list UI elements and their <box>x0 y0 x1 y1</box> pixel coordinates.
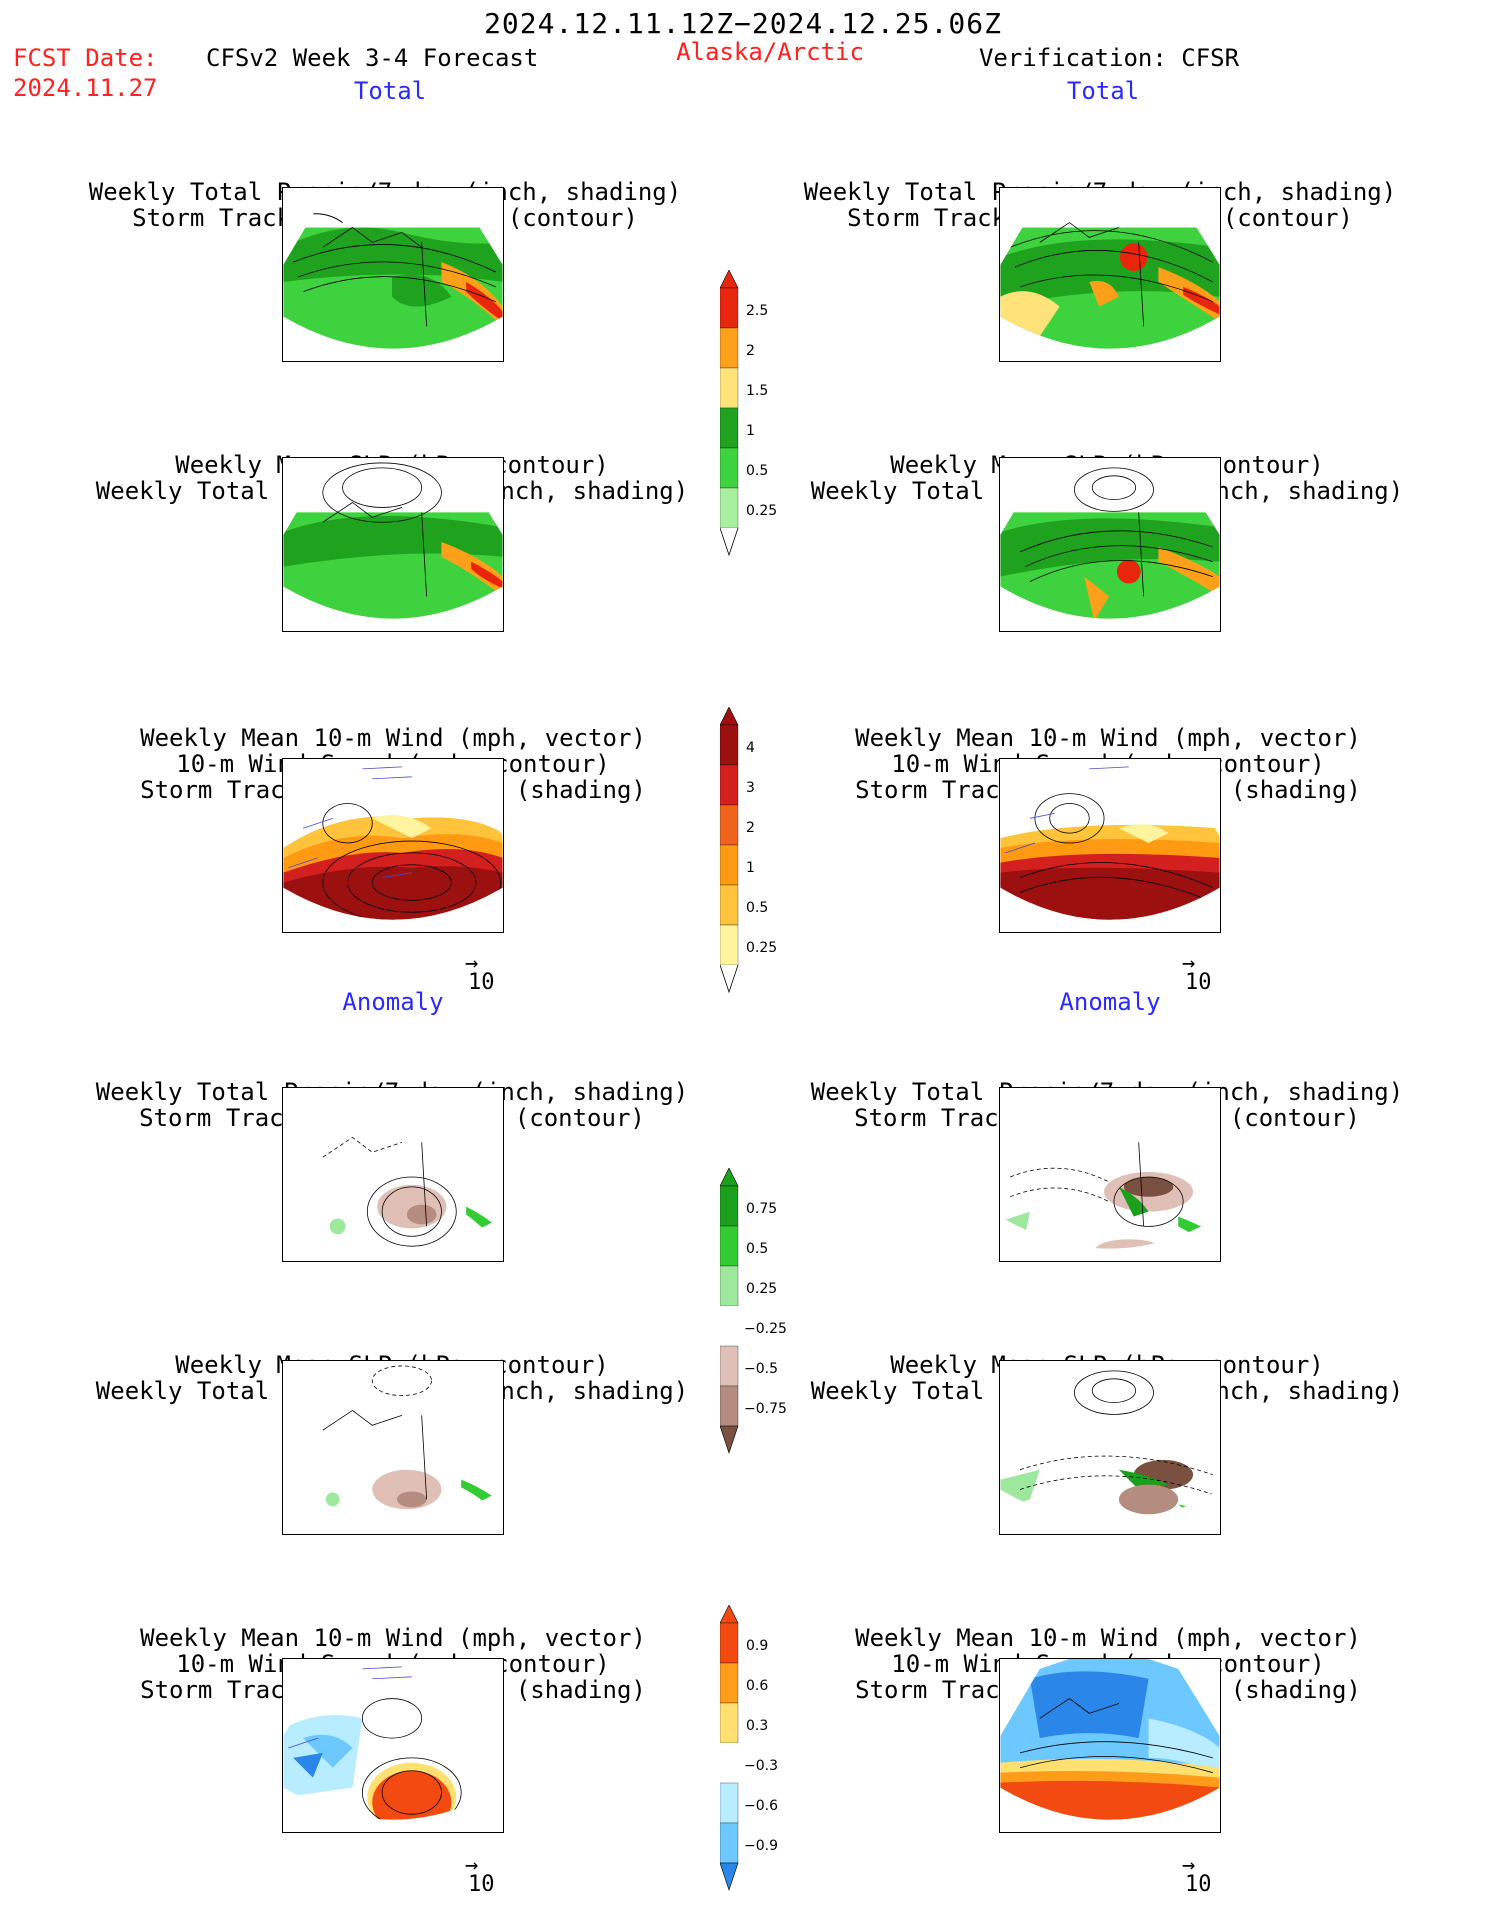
colorbar-precip-total-label-0: 2.5 <box>746 303 769 319</box>
colorbar-precip-total-label-2: 1.5 <box>746 383 769 399</box>
colorbar-storm-total-label-3: 1 <box>746 860 755 876</box>
map-verif-anom-wind-storm <box>999 1658 1221 1833</box>
map-fcst-total-wind-storm <box>282 758 504 933</box>
vector-scale-arrow-fcst-total: → <box>465 951 479 976</box>
map-fcst-anom-precip-storm <box>282 1087 504 1262</box>
colorbar-storm-anom-label-0: 0.9 <box>746 1638 769 1654</box>
map-fcst-total-precip-storm <box>282 187 504 362</box>
colorbar-precip-total-label-4: 0.5 <box>746 463 769 479</box>
region-label: Alaska/Arctic <box>676 38 864 66</box>
colorbar-precip-anom-label-4: −0.5 <box>744 1361 778 1377</box>
colorbar-storm-total-label-5: 0.25 <box>746 940 778 956</box>
model-title: CFSv2 Week 3-4 Forecast <box>206 44 539 72</box>
colorbar-storm-total-label-4: 0.5 <box>746 900 769 916</box>
colorbar-storm-anom <box>720 1605 739 1891</box>
section-total-right: Total <box>1066 77 1140 105</box>
colorbar-storm-total-label-1: 3 <box>746 780 755 796</box>
colorbar-storm-total-label-0: 4 <box>746 740 755 756</box>
map-fcst-anom-slp-precip <box>282 1360 504 1535</box>
vector-scale-arrow-verif-anom: → <box>1182 1853 1196 1878</box>
colorbar-storm-anom-label-2: 0.3 <box>746 1718 769 1734</box>
colorbar-storm-anom-label-1: 0.6 <box>746 1678 769 1694</box>
map-verif-total-precip-storm <box>999 187 1221 362</box>
colorbar-storm-anom-label-5: −0.9 <box>744 1838 778 1854</box>
section-anomaly-right: Anomaly <box>1059 988 1161 1016</box>
map-verif-anom-precip-storm <box>999 1087 1221 1262</box>
vector-scale-arrow-verif-total: → <box>1182 951 1196 976</box>
colorbar-precip-anom-label-3: −0.25 <box>744 1321 787 1337</box>
vector-scale-label-fcst-total: 10 <box>468 970 495 995</box>
colorbar-precip-total-label-3: 1 <box>746 423 755 439</box>
colorbar-precip-total-label-5: 0.25 <box>746 503 778 519</box>
colorbar-precip-anom-label-2: 0.25 <box>746 1281 778 1297</box>
colorbar-storm-anom-label-4: −0.6 <box>744 1798 778 1814</box>
fcst-date-label: FCST Date: <box>13 44 158 72</box>
map-fcst-total-slp-precip <box>282 457 504 632</box>
map-fcst-anom-wind-storm <box>282 1658 504 1833</box>
vector-scale-label-verif-total: 10 <box>1185 970 1212 995</box>
map-verif-anom-slp-precip <box>999 1360 1221 1535</box>
map-verif-total-wind-storm <box>999 758 1221 933</box>
vector-scale-arrow-fcst-anom: → <box>465 1853 479 1878</box>
colorbar-precip-anom-label-1: 0.5 <box>746 1241 769 1257</box>
map-verif-total-slp-precip <box>999 457 1221 632</box>
verification-label: Verification: CFSR <box>978 44 1240 72</box>
colorbar-precip-total <box>720 270 739 557</box>
colorbar-precip-anom-label-0: 0.75 <box>746 1201 778 1217</box>
vector-scale-label-fcst-anom: 10 <box>468 1872 495 1897</box>
colorbar-precip-anom <box>720 1168 739 1454</box>
section-total-left: Total <box>353 77 427 105</box>
section-anomaly-left: Anomaly <box>342 988 444 1016</box>
colorbar-precip-anom-label-5: −0.75 <box>744 1401 787 1417</box>
colorbar-storm-total-label-2: 2 <box>746 820 755 836</box>
fcst-date-value: 2024.11.27 <box>13 74 158 102</box>
colorbar-storm-total <box>720 707 739 994</box>
colorbar-storm-anom-label-3: −0.3 <box>744 1758 778 1774</box>
vector-scale-label-verif-anom: 10 <box>1185 1872 1212 1897</box>
colorbar-precip-total-label-1: 2 <box>746 343 755 359</box>
date-range-title: 2024.12.11.12Z−2024.12.25.06Z <box>484 7 1002 40</box>
